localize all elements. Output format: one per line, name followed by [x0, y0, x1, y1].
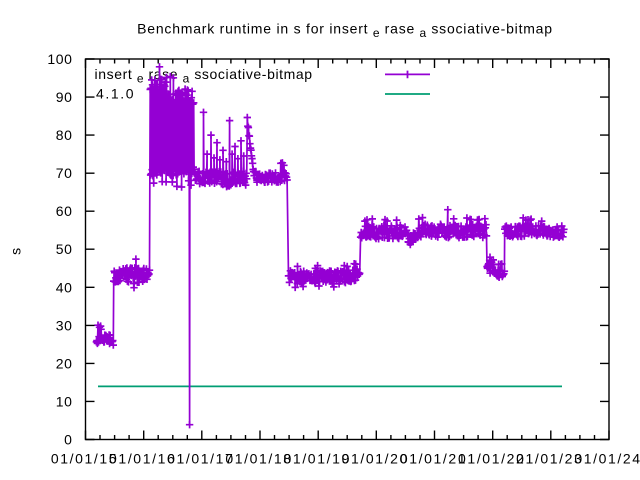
svg-text:90: 90 [56, 89, 73, 105]
svg-text:01/01/15: 01/01/15 [51, 451, 118, 467]
svg-text:20: 20 [56, 355, 73, 371]
svg-text:01/01/20: 01/01/20 [342, 451, 409, 467]
svg-text:80: 80 [56, 127, 73, 143]
svg-text:Benchmark runtime in s for ins: Benchmark runtime in s for insert e rase a… [137, 21, 553, 41]
svg-text:10: 10 [56, 393, 73, 409]
svg-text:50: 50 [56, 241, 73, 257]
svg-text:01/01/18: 01/01/18 [225, 451, 292, 467]
svg-text:100: 100 [47, 51, 72, 67]
svg-text:01/01/24: 01/01/24 [574, 451, 640, 467]
svg-text:4.1.0: 4.1.0 [96, 86, 135, 102]
svg-text:01/01/21: 01/01/21 [400, 451, 467, 467]
svg-text:60: 60 [56, 203, 73, 219]
svg-text:30: 30 [56, 317, 73, 333]
svg-text:70: 70 [56, 165, 73, 181]
svg-text:01/01/19: 01/01/19 [284, 451, 351, 467]
svg-text:01/01/23: 01/01/23 [516, 451, 583, 467]
svg-text:40: 40 [56, 279, 73, 295]
svg-text:0: 0 [64, 432, 72, 448]
svg-text:s: s [8, 247, 24, 255]
svg-text:01/01/22: 01/01/22 [458, 451, 525, 467]
svg-text:01/01/17: 01/01/17 [167, 451, 234, 467]
svg-text:01/01/16: 01/01/16 [109, 451, 176, 467]
